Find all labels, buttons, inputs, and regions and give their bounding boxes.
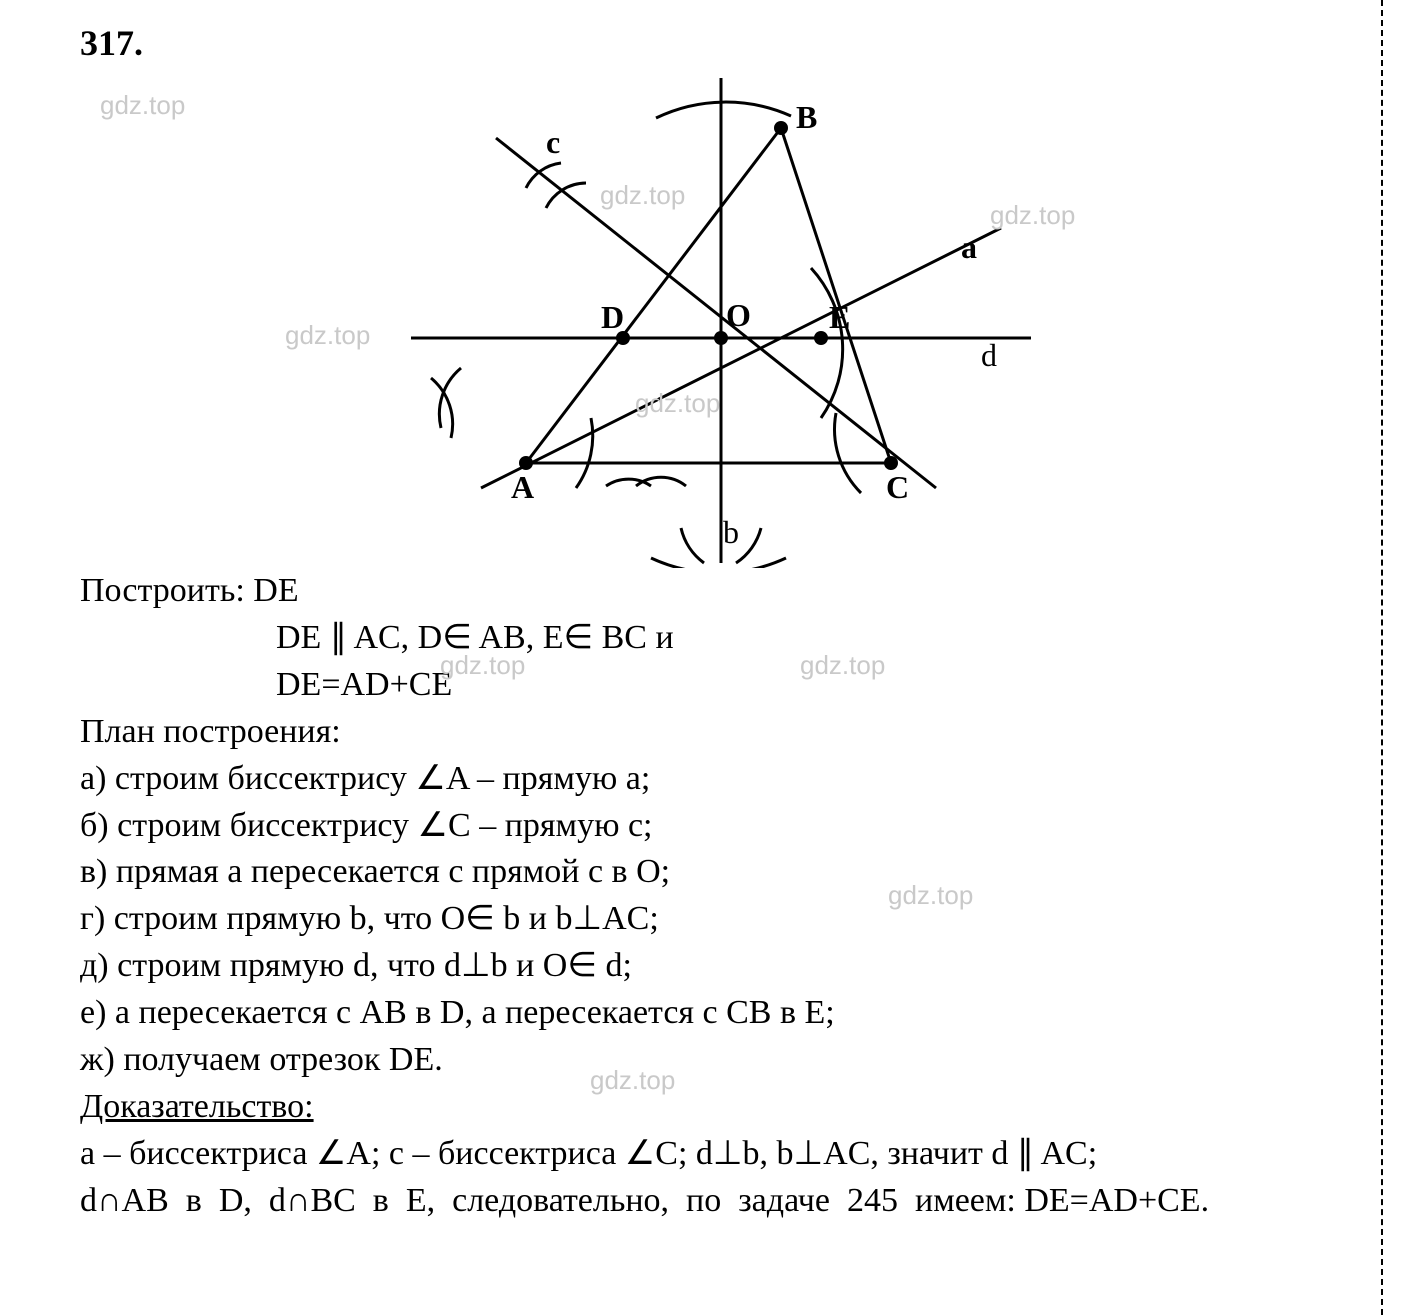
- point-e: [814, 331, 828, 345]
- label-line-d: d: [981, 337, 997, 373]
- step-e: е) a пересекается с AB в D, a пересекает…: [80, 990, 1341, 1037]
- label-o-point: O: [726, 297, 751, 333]
- step-zh: ж) получаем отрезок DE.: [80, 1037, 1341, 1084]
- problem-number: 317.: [80, 22, 1341, 64]
- label-a-point: A: [511, 469, 534, 505]
- build-line3: DE=AD+CE: [80, 662, 1341, 709]
- label-line-c: c: [546, 124, 560, 160]
- proof-line1: a – биссектриса ∠A; c – биссектриса ∠C; …: [80, 1131, 1341, 1178]
- segment-ab: [526, 128, 781, 463]
- plan-title: План построения:: [80, 709, 1341, 756]
- right-margin-rule: [1381, 0, 1383, 1315]
- arc-bottom-big: [651, 558, 786, 568]
- arc-e: [811, 268, 843, 418]
- label-d-point: D: [601, 299, 624, 335]
- label-c-point: C: [886, 469, 909, 505]
- label-line-b: b: [723, 514, 739, 550]
- point-a: [519, 456, 533, 470]
- step-d: д) строим прямую d, что d⊥b и O∈ d;: [80, 943, 1341, 990]
- diagram-container: A B C D E O a b c d: [80, 68, 1341, 568]
- step-g: г) строим прямую b, что O∈ b и b⊥AC;: [80, 896, 1341, 943]
- point-c: [884, 456, 898, 470]
- arc-top: [656, 102, 791, 118]
- build-line2: DE ∥ AC, D∈ AB, E∈ BC и: [80, 615, 1341, 662]
- arc-ac-tick2: [636, 477, 686, 486]
- arc-a-left1: [439, 368, 461, 428]
- point-b: [774, 121, 788, 135]
- label-line-a: a: [961, 229, 977, 265]
- label-b-point: B: [796, 99, 817, 135]
- proof-line2: d∩AB в D, d∩BC в E, следовательно, по за…: [80, 1178, 1341, 1225]
- proof-title: Доказательство:: [80, 1084, 1341, 1131]
- arc-b1: [681, 528, 704, 563]
- solution-text: Построить: DE DE ∥ AC, D∈ AB, E∈ BC и DE…: [80, 568, 1341, 1225]
- step-a: а) строим биссектрису ∠A – прямую a;: [80, 756, 1341, 803]
- geometry-diagram: A B C D E O a b c d: [351, 68, 1071, 568]
- point-o: [714, 331, 728, 345]
- step-v: в) прямая a пересекается c прямой c в O;: [80, 849, 1341, 896]
- arc-a-vertex: [576, 418, 593, 488]
- label-e-point: E: [829, 299, 850, 335]
- arc-a-left2: [431, 378, 453, 438]
- step-b: б) строим биссектрису ∠C – прямую c;: [80, 803, 1341, 850]
- line-a: [481, 228, 1001, 488]
- build-label: Построить: DE: [80, 568, 1341, 615]
- arc-b2: [736, 528, 761, 563]
- segment-bc: [781, 128, 891, 463]
